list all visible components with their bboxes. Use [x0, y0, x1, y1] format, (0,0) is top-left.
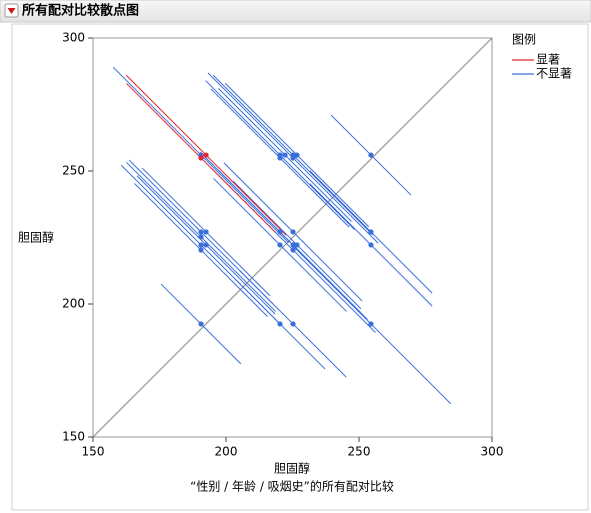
mean-pair-point [294, 242, 300, 248]
x-axis-label: 胆固醇 [274, 461, 310, 476]
mean-pair-point [277, 229, 283, 235]
x-tick-label: 300 [481, 445, 504, 459]
x-tick-label: 150 [82, 445, 105, 459]
legend-label: 显著 [536, 53, 560, 67]
x-axis-subtitle: “性别 / 年龄 / 吸烟史”的所有配对比较 [190, 479, 394, 494]
mean-pair-point [277, 155, 283, 161]
menu-icon [7, 8, 16, 14]
mean-pair-point [203, 152, 209, 158]
mean-pair-point [277, 242, 283, 248]
mean-pair-point [368, 321, 374, 327]
mean-pair-point [368, 152, 374, 158]
mean-pair-point [203, 229, 209, 235]
y-axis-label: 胆固醇 [18, 230, 54, 245]
header-bar [0, 0, 591, 23]
mean-pair-point [290, 155, 296, 161]
y-tick-label: 150 [62, 430, 85, 444]
report-frame [11, 23, 589, 511]
y-tick-label: 300 [62, 31, 85, 45]
legend-title: 图例 [512, 33, 536, 47]
mean-pair-point [294, 152, 300, 158]
mean-pair-point [198, 234, 204, 240]
report-title: 所有配对比较散点图 [22, 3, 139, 19]
mean-pair-point [368, 242, 374, 248]
mean-pair-point [198, 247, 204, 253]
legend-label: 不显著 [536, 67, 572, 81]
plot-area [112, 66, 452, 405]
mean-pair-point [290, 247, 296, 253]
y-tick-label: 250 [62, 164, 85, 178]
mean-pair-point [198, 321, 204, 327]
mean-pair-point [290, 321, 296, 327]
mean-pair-point [290, 242, 296, 248]
mean-pair-point [368, 229, 374, 235]
mean-pair-point [198, 242, 204, 248]
mean-pair-point [277, 321, 283, 327]
mean-pair-point [198, 155, 204, 161]
mean-pair-point [282, 152, 288, 158]
reference-diagonal [92, 37, 493, 438]
mean-pair-point [290, 229, 296, 235]
x-tick-label: 250 [348, 445, 371, 459]
mean-pair-point [198, 229, 204, 235]
y-tick-label: 200 [62, 297, 85, 311]
mean-pair-point [203, 242, 209, 248]
x-tick-label: 200 [215, 445, 238, 459]
